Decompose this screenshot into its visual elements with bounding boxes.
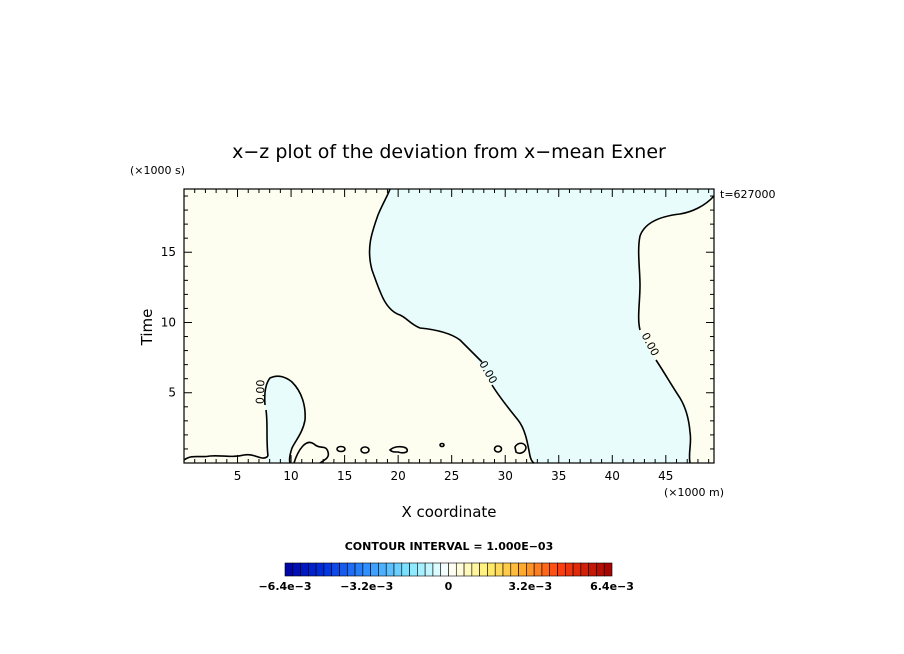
contour-blob-4 [439,442,445,448]
plot-frame [183,188,715,464]
colorbar-cell [284,562,294,577]
colorbar-cell [401,562,410,577]
chart-title: x−z plot of the deviation from x−mean Ex… [232,141,666,163]
colorbar-cell [417,562,426,577]
y-unit-label: (×1000 s) [130,164,185,177]
x-tick-label: 25 [444,469,459,483]
colorbar-tick-label: 0 [445,580,453,593]
contour-blob-2 [360,446,370,454]
colorbar [284,562,613,577]
colorbar-cell [393,562,403,577]
x-tick-label: 35 [551,469,566,483]
colorbar-cell [448,562,457,577]
x-tick-label: 10 [283,469,298,483]
colorbar-cell [370,562,379,577]
contour-blob-5 [493,445,503,453]
contour-lines [183,188,715,464]
colorbar-cell [346,562,356,577]
colorbar-cell [315,562,325,577]
colorbar-cell [541,562,551,577]
colorbar-tick-label: 6.4e−3 [590,580,634,593]
colorbar-cell [331,562,340,577]
contour-right-upper [637,195,715,331]
y-tick-label: 15 [161,245,176,259]
colorbar-cell [564,562,574,577]
contour-center-left [368,188,483,363]
x-tick-label: 15 [337,469,352,483]
negative-region-center [369,189,714,463]
y-axis-label: Time [138,309,156,347]
colorbar-cell [588,562,597,577]
colorbar-cell [572,562,582,577]
colorbar-cell [323,562,333,577]
contour-blob-3 [388,445,409,454]
colorbar-cell [455,562,465,577]
x-tick-label: 30 [498,469,513,483]
contour-bottom-wiggle [183,453,269,461]
colorbar-cell [339,562,348,577]
x-axis-label: X coordinate [401,503,496,521]
axis-ticks: 5 10 15 20 25 30 35 40 45 5 10 15 [161,189,714,483]
x-unit-label: (×1000 m) [664,486,724,499]
contour-interval: CONTOUR INTERVAL = 1.000E−03 [345,540,554,553]
colorbar-cell [378,562,387,577]
colorbar-cell [354,562,364,577]
colorbar-cell [533,562,543,577]
colorbar-cell [471,562,480,577]
colorbar-cell [518,562,527,577]
colorbar-cell [424,562,434,577]
colorbar-cell [432,562,442,577]
colorbar-cell [549,562,558,577]
colorbar-cell [308,562,317,577]
colorbar-cell [300,562,309,577]
contour-left-lobe [263,375,306,464]
contour-blob-6 [514,442,527,454]
contour-blob-1 [336,445,346,453]
colorbar-tick-label: −6.4e−3 [258,580,311,593]
colorbar-cell [385,562,395,577]
colorbar-tick-label: 3.2e−3 [508,580,552,593]
colorbar-cell [603,562,613,577]
colorbar-cell [362,562,371,577]
x-tick-label: 20 [391,469,406,483]
colorbar-cell [409,562,418,577]
x-tick-label: 5 [234,469,242,483]
colorbar-cell [487,562,496,577]
x-tick-label: 45 [658,469,673,483]
colorbar-cell [596,562,605,577]
contour-label-left: 0.00 [254,379,268,404]
x-tick-label: 40 [605,469,620,483]
colorbar-cell [580,562,589,577]
colorbar-cell [494,562,504,577]
colorbar-cell [463,562,473,577]
colorbar-cell [510,562,519,577]
y-tick-label: 5 [168,386,176,400]
colorbar-tick-label: −3.2e−3 [340,580,393,593]
contour-bottom-segment [293,441,330,464]
contour-center-left-lower [491,384,535,464]
time-label: t=627000 [720,188,776,201]
colorbar-cell [292,562,301,577]
colorbar-cell [502,562,512,577]
contour-left-lobe-stem [265,409,269,457]
contour-right-lower [655,359,692,464]
colorbar-cell [526,562,535,577]
colorbar-cell [440,562,449,577]
y-tick-label: 10 [161,315,176,329]
colorbar-labels: −6.4e−3 −3.2e−3 0 3.2e−3 6.4e−3 [258,580,633,593]
colorbar-cell [479,562,488,577]
colorbar-cell [557,562,566,577]
